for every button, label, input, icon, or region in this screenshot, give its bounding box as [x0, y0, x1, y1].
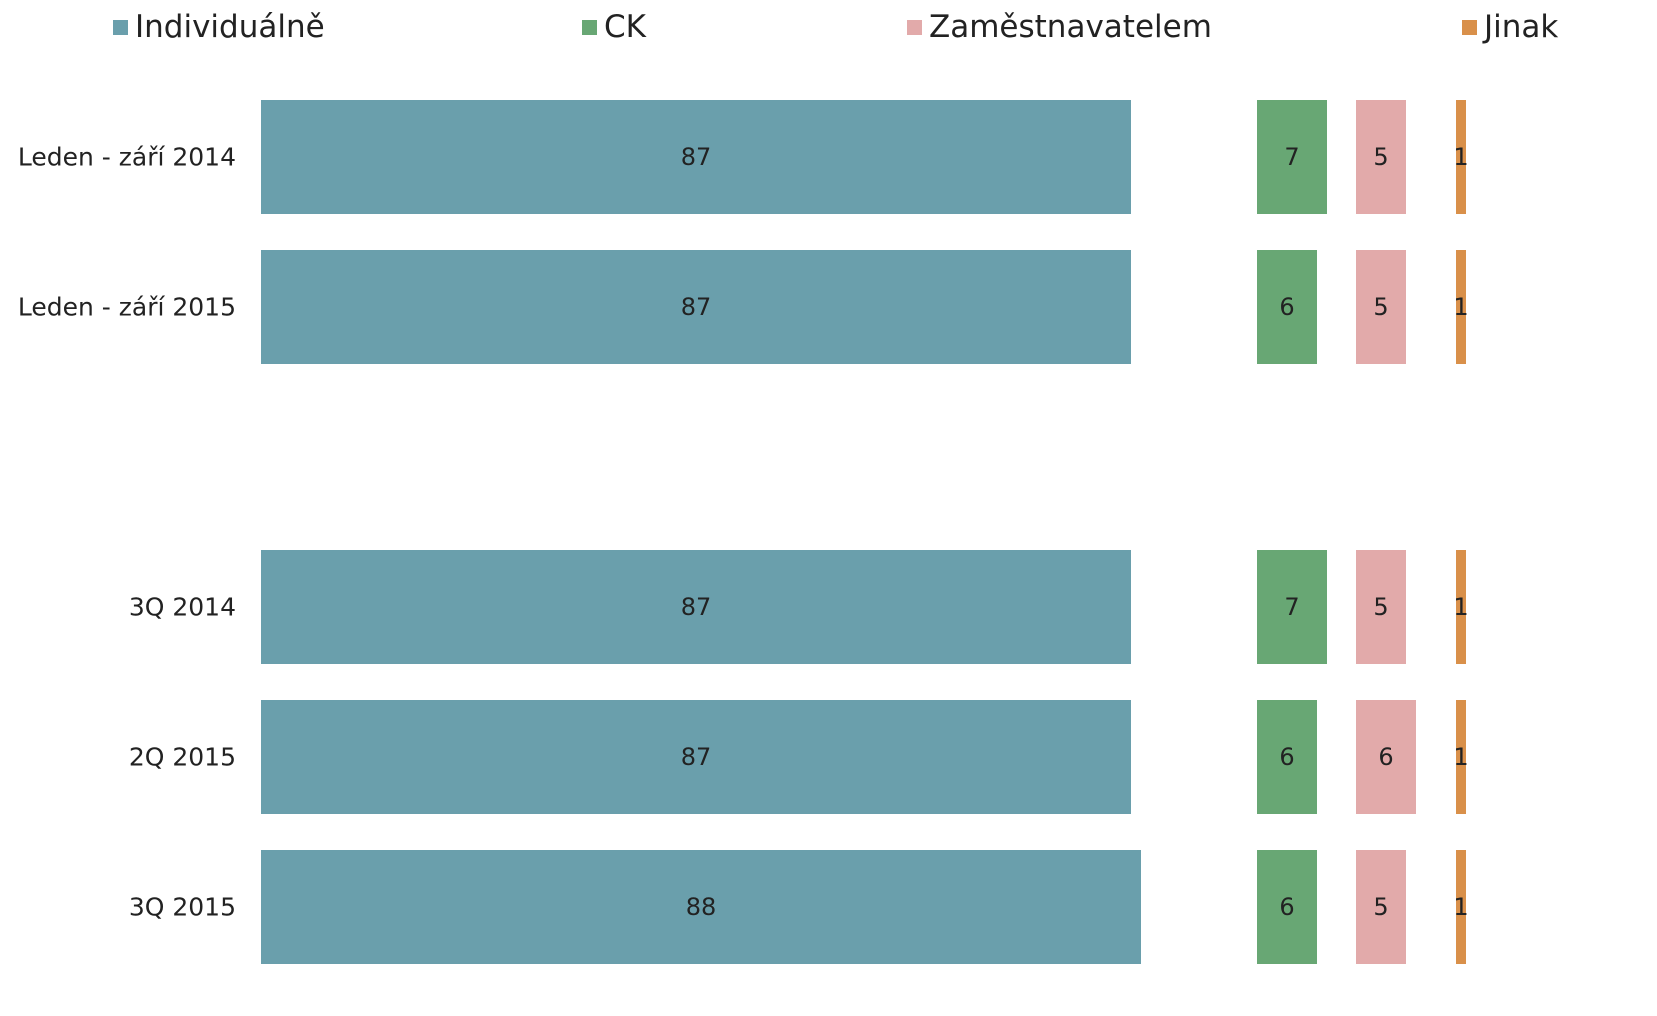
- bar: [1257, 850, 1317, 964]
- value-label: 88: [686, 893, 717, 921]
- bar: [1356, 250, 1406, 364]
- bar: [1456, 100, 1466, 214]
- value-label: 5: [1373, 143, 1388, 171]
- bar: [261, 550, 1131, 664]
- legend-label: Jinak: [1482, 9, 1558, 45]
- value-label: 6: [1378, 743, 1393, 771]
- bar: [1257, 550, 1327, 664]
- value-label: 1: [1453, 893, 1468, 921]
- bar: [1456, 550, 1466, 664]
- legend-swatch: [113, 20, 128, 35]
- legend-label: Individuálně: [135, 9, 325, 45]
- value-label: 87: [681, 293, 712, 321]
- bar: [261, 100, 1131, 214]
- value-label: 1: [1453, 743, 1468, 771]
- value-label: 1: [1453, 293, 1468, 321]
- legend-swatch: [582, 20, 597, 35]
- bar: [1456, 700, 1466, 814]
- value-label: 6: [1279, 293, 1294, 321]
- bar: [1356, 700, 1416, 814]
- bar: [261, 700, 1131, 814]
- bar: [1356, 100, 1406, 214]
- value-label: 87: [681, 143, 712, 171]
- legend-swatch: [1462, 20, 1477, 35]
- category-label: 3Q 2015: [129, 893, 236, 922]
- category-label: 3Q 2014: [129, 593, 236, 622]
- legend-label: Zaměstnavatelem: [929, 9, 1212, 45]
- value-label: 87: [681, 743, 712, 771]
- value-label: 7: [1284, 593, 1299, 621]
- value-label: 5: [1373, 293, 1388, 321]
- bar: [1356, 550, 1406, 664]
- bar: [1456, 250, 1466, 364]
- bar: [1257, 100, 1327, 214]
- bar: [1257, 700, 1317, 814]
- value-label: 87: [681, 593, 712, 621]
- category-label: 2Q 2015: [129, 743, 236, 772]
- bar: [261, 850, 1141, 964]
- bar: [1456, 850, 1466, 964]
- value-label: 1: [1453, 143, 1468, 171]
- bar: [261, 250, 1131, 364]
- value-label: 6: [1279, 743, 1294, 771]
- category-label: Leden - září 2015: [18, 293, 236, 322]
- legend-label: CK: [604, 9, 647, 45]
- category-label: Leden - září 2014: [18, 143, 236, 172]
- value-label: 1: [1453, 593, 1468, 621]
- legend-swatch: [907, 20, 922, 35]
- bar: [1257, 250, 1317, 364]
- value-label: 5: [1373, 593, 1388, 621]
- value-label: 7: [1284, 143, 1299, 171]
- value-label: 6: [1279, 893, 1294, 921]
- bar: [1356, 850, 1406, 964]
- value-label: 5: [1373, 893, 1388, 921]
